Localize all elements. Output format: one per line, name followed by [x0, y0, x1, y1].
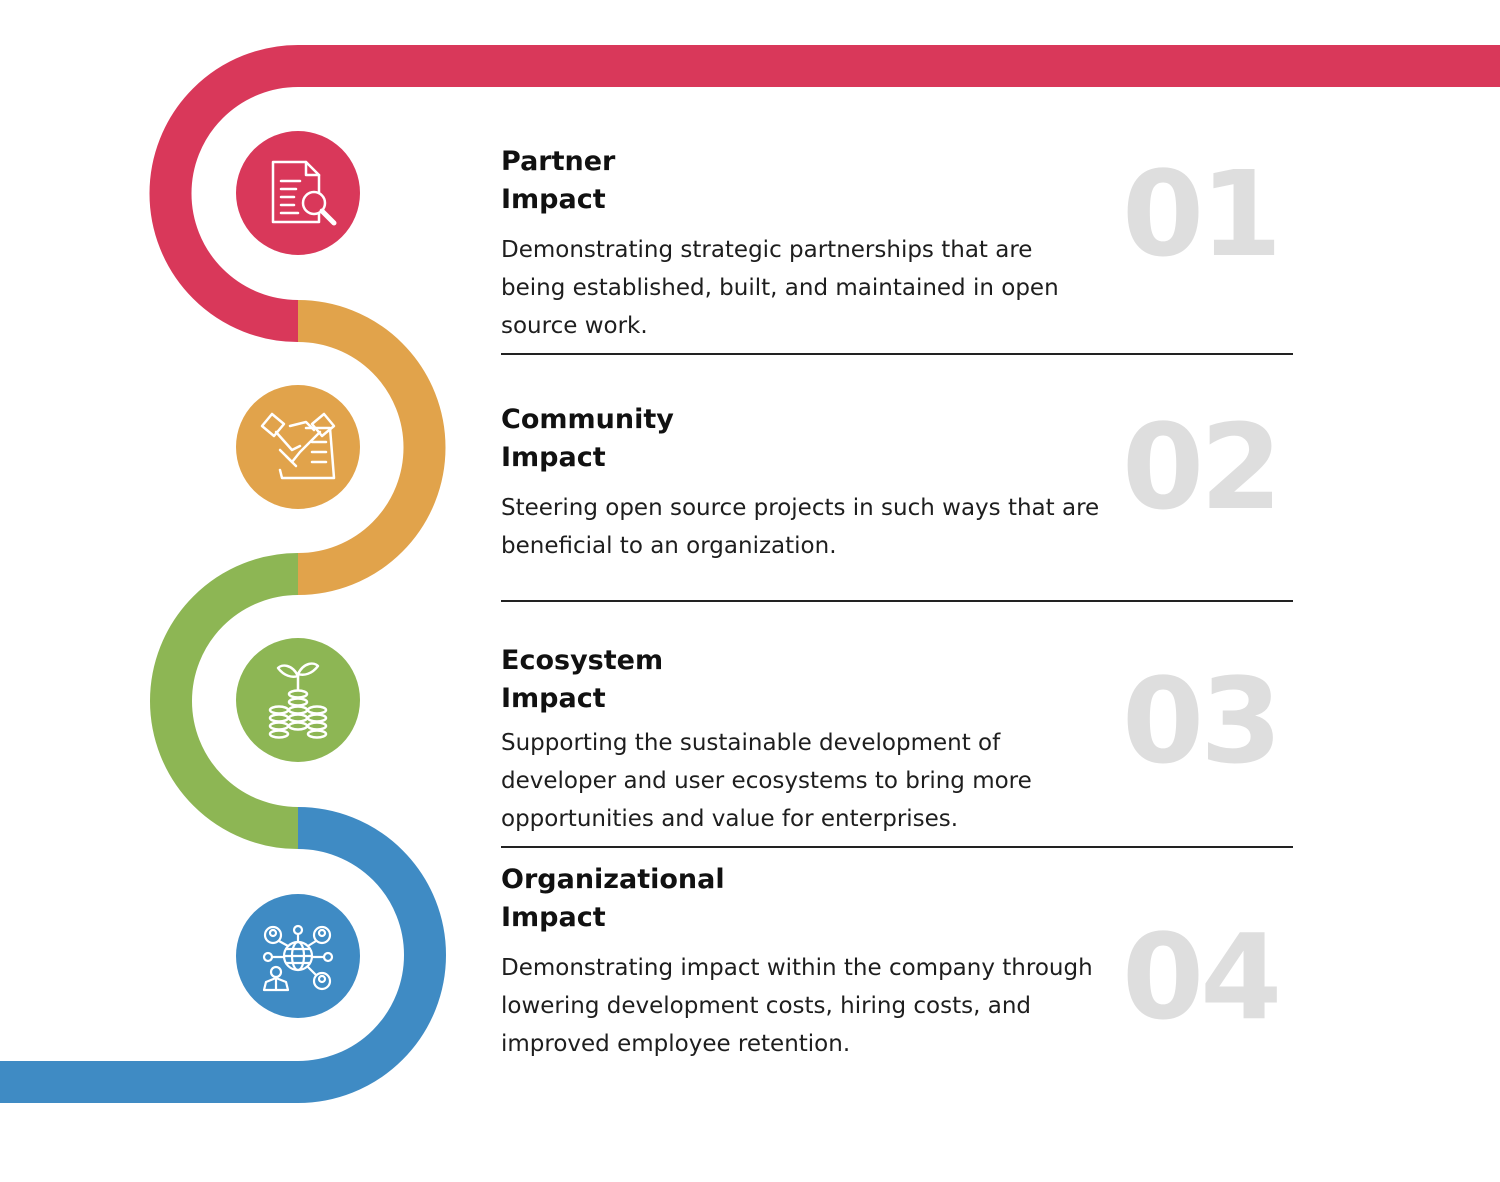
path-segment-red [149, 45, 1500, 342]
item-title-line2: Impact [501, 683, 606, 714]
item-number: 04 [1122, 908, 1282, 1046]
item-description: Demonstrating impact within the company … [501, 955, 1093, 1057]
item-title-line1: Community [501, 404, 674, 435]
item-number: 02 [1122, 398, 1282, 536]
item-description: Demonstrating strategic partnerships tha… [501, 237, 1059, 339]
impact-item-ecosystem: Ecosystem Impact Supporting the sustaina… [501, 642, 1101, 838]
item-title-line2: Impact [501, 184, 606, 215]
divider-line [501, 600, 1293, 602]
item-title-line1: Partner [501, 146, 616, 177]
item-title-line2: Impact [501, 442, 606, 473]
item-number: 03 [1122, 652, 1282, 790]
icon-badge-3 [236, 638, 360, 762]
icon-badge-1 [236, 131, 360, 255]
item-title-line2: Impact [501, 902, 606, 933]
coins-sprout-icon [268, 662, 328, 739]
path-segment-orange [297, 300, 446, 595]
impact-item-community: Community Impact Steering open source pr… [501, 401, 1101, 565]
path-segment-blue [0, 807, 446, 1103]
item-number: 01 [1122, 145, 1282, 283]
item-description: Steering open source projects in such wa… [501, 495, 1100, 559]
item-title-line1: Ecosystem [501, 645, 664, 676]
divider-line [501, 846, 1293, 848]
impact-item-organizational: Organizational Impact Demonstrating impa… [501, 861, 1101, 1063]
global-network-icon [262, 924, 334, 992]
icon-badge-2 [236, 385, 360, 509]
impact-item-partner: Partner Impact Demonstrating strategic p… [501, 143, 1101, 345]
path-segment-green [150, 553, 299, 849]
handshake-contract-icon [260, 412, 336, 480]
item-description: Supporting the sustainable development o… [501, 730, 1032, 832]
document-search-icon [271, 160, 337, 226]
item-title-line1: Organizational [501, 864, 725, 895]
icon-badge-4 [236, 894, 360, 1018]
divider-line [501, 353, 1293, 355]
